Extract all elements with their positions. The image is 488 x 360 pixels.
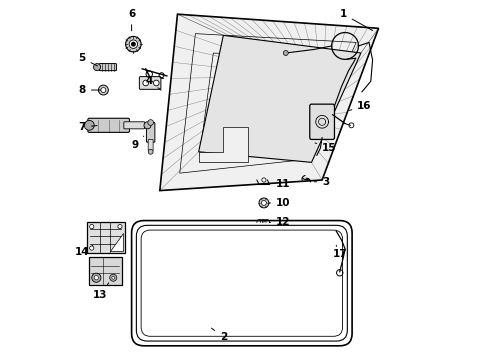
Circle shape: [259, 198, 268, 208]
FancyBboxPatch shape: [88, 118, 129, 132]
Circle shape: [142, 80, 148, 86]
Polygon shape: [110, 233, 122, 251]
Circle shape: [84, 120, 94, 130]
Text: 1: 1: [339, 9, 372, 31]
Text: 16: 16: [349, 101, 371, 111]
Circle shape: [92, 273, 101, 282]
Circle shape: [153, 80, 159, 86]
FancyBboxPatch shape: [148, 139, 153, 151]
FancyBboxPatch shape: [139, 77, 161, 89]
Circle shape: [147, 120, 153, 125]
Circle shape: [101, 87, 105, 93]
Circle shape: [129, 40, 137, 48]
Text: 5: 5: [79, 53, 97, 66]
Circle shape: [131, 42, 135, 46]
Text: 14: 14: [75, 245, 93, 257]
Circle shape: [89, 246, 94, 250]
Text: 6: 6: [128, 9, 135, 31]
Text: 9: 9: [131, 136, 143, 150]
FancyBboxPatch shape: [87, 222, 125, 253]
Text: 8: 8: [79, 85, 101, 95]
Text: 13: 13: [92, 283, 108, 300]
Text: 11: 11: [269, 179, 290, 189]
Text: 15: 15: [314, 143, 336, 153]
Circle shape: [98, 85, 108, 95]
Text: 17: 17: [332, 245, 346, 259]
Circle shape: [94, 276, 98, 280]
Circle shape: [261, 201, 266, 206]
Text: 12: 12: [269, 217, 290, 227]
FancyBboxPatch shape: [88, 257, 122, 285]
Circle shape: [125, 36, 141, 52]
Circle shape: [283, 50, 287, 55]
FancyBboxPatch shape: [309, 104, 334, 139]
Polygon shape: [198, 35, 360, 162]
FancyBboxPatch shape: [146, 122, 155, 142]
Text: 10: 10: [269, 198, 290, 208]
Circle shape: [143, 122, 151, 129]
Circle shape: [112, 276, 114, 279]
Text: 7: 7: [79, 122, 97, 132]
Text: 2: 2: [211, 328, 226, 342]
Circle shape: [109, 274, 117, 281]
FancyBboxPatch shape: [123, 122, 144, 129]
Polygon shape: [160, 14, 378, 190]
Circle shape: [89, 224, 94, 229]
Circle shape: [148, 149, 153, 154]
Polygon shape: [198, 127, 247, 162]
Circle shape: [93, 64, 101, 71]
Text: 4: 4: [145, 76, 161, 90]
Circle shape: [118, 224, 122, 229]
FancyBboxPatch shape: [99, 64, 116, 71]
Text: 3: 3: [314, 177, 328, 187]
